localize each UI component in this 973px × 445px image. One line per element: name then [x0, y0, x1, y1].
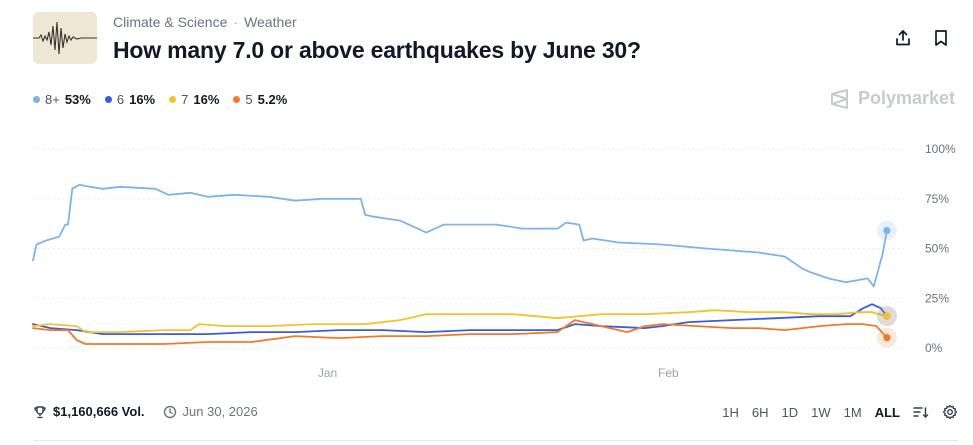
- legend-value: 5.2%: [257, 92, 288, 107]
- legend-dot: [233, 96, 241, 103]
- chart-legend: 8+ 53% 6 16% 7 16% 5 5.2%: [33, 92, 287, 107]
- legend-dot: [169, 96, 177, 103]
- range-1w[interactable]: 1W: [811, 404, 831, 420]
- y-tick-label: 100%: [925, 142, 956, 156]
- y-tick-label: 50%: [925, 242, 949, 256]
- sort-icon[interactable]: [913, 405, 929, 419]
- y-tick-label: 0%: [925, 341, 943, 355]
- legend-dot: [104, 96, 112, 103]
- legend-item-0[interactable]: 8+ 53%: [33, 92, 91, 107]
- legend-item-2[interactable]: 7 16%: [169, 92, 219, 107]
- seismograph-icon: [33, 12, 97, 64]
- bookmark-icon[interactable]: [931, 28, 951, 48]
- range-6h[interactable]: 6H: [751, 404, 769, 420]
- brand-name: Polymarket: [857, 88, 955, 108]
- breadcrumb-category[interactable]: Climate & Science: [113, 14, 228, 30]
- legend-value: 16%: [129, 92, 156, 107]
- legend-name: 6: [116, 92, 125, 107]
- breadcrumb-subcategory[interactable]: Weather: [244, 14, 297, 30]
- volume-info: $1,160,666 Vol.: [33, 404, 145, 419]
- range-1h[interactable]: 1H: [722, 404, 739, 420]
- page-title: How many 7.0 or above earthquakes by Jun…: [113, 37, 641, 63]
- series-line-5: [32, 319, 888, 345]
- x-tick-label: Jan: [318, 366, 337, 380]
- polymarket-logo-icon: [830, 88, 848, 109]
- polymarket-logo: Polymarket: [829, 88, 955, 109]
- x-tick-label: Feb: [658, 366, 679, 380]
- market-thumbnail: [33, 12, 97, 64]
- legend-item-3[interactable]: 5 5.2%: [233, 92, 287, 107]
- volume-value: $1,160,666 Vol.: [53, 404, 145, 419]
- trophy-icon: [34, 405, 46, 418]
- clock-icon: [163, 405, 176, 418]
- y-tick-label: 75%: [925, 192, 949, 206]
- series-line-8+: [32, 183, 888, 288]
- range-1d[interactable]: 1D: [781, 404, 799, 420]
- end-date-info: Jun 30, 2026: [163, 404, 258, 419]
- time-range-selector: 1H 6H 1D 1W 1M ALL: [722, 404, 958, 420]
- legend-name: 7: [181, 92, 189, 107]
- range-all[interactable]: ALL: [874, 404, 900, 420]
- header-actions: [893, 28, 951, 48]
- end-date-value: Jun 30, 2026: [182, 404, 258, 419]
- series-line-7: [32, 309, 888, 334]
- legend-value: 16%: [193, 92, 220, 107]
- series-endpoint-5: [883, 334, 891, 342]
- legend-item-1[interactable]: 6 16%: [104, 92, 156, 107]
- series-line-6: [32, 303, 888, 336]
- y-tick-label: 25%: [925, 291, 949, 305]
- series-endpoint-7: [883, 312, 891, 320]
- legend-name: 5: [245, 92, 253, 107]
- market-footer: $1,160,666 Vol. Jun 30, 2026: [33, 404, 258, 419]
- legend-name: 8+: [45, 92, 60, 107]
- price-chart[interactable]: 100% 75% 50% 25% 0% Jan Feb: [0, 130, 973, 385]
- legend-value: 53%: [64, 92, 91, 107]
- gear-icon[interactable]: [942, 404, 958, 420]
- series-endpoint-8+: [883, 226, 891, 235]
- breadcrumb-separator: ·: [233, 14, 239, 30]
- share-icon[interactable]: [893, 28, 913, 48]
- footer-divider: [33, 440, 958, 441]
- legend-dot: [33, 96, 40, 103]
- breadcrumb: Climate & Science · Weather: [113, 14, 297, 30]
- range-1m[interactable]: 1M: [843, 404, 862, 420]
